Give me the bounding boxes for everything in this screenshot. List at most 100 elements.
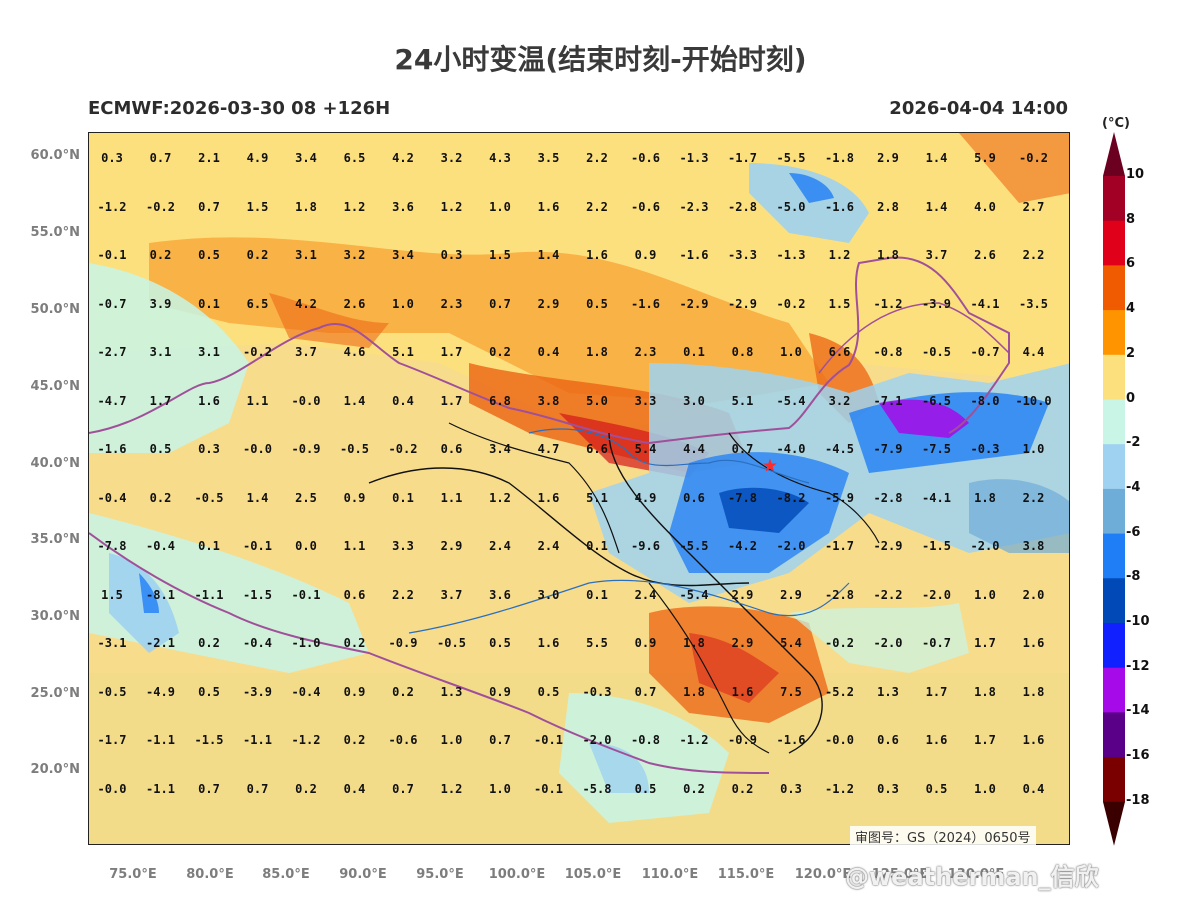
grid-value: 1.5	[101, 587, 123, 602]
grid-value: 3.4	[392, 248, 414, 262]
grid-value: -0.6	[631, 151, 660, 165]
grid-value: 0.2	[343, 733, 366, 747]
lat-label: 30.0°N	[30, 609, 80, 624]
grid-value: -2.0	[582, 733, 612, 747]
lat-label: 60.0°N	[30, 148, 80, 163]
grid-value: 0.6	[343, 587, 366, 602]
grid-value: 0.2	[295, 781, 317, 796]
grid-value: -1.0	[291, 636, 321, 650]
grid-value: -8.0	[970, 393, 1000, 408]
grid-value: 4.4	[683, 442, 705, 456]
grid-value: 4.6	[343, 345, 366, 359]
grid-value: 1.4	[925, 199, 948, 214]
grid-value: 1.6	[925, 733, 948, 747]
colorbar-label: 10	[1126, 167, 1145, 182]
colorbar-segment	[1103, 354, 1125, 400]
grid-value: 1.2	[343, 199, 366, 214]
grid-value: -4.7	[97, 393, 127, 408]
grid-value: -1.6	[679, 248, 709, 262]
grid-value: 0.5	[489, 636, 511, 650]
grid-value: -5.8	[582, 781, 612, 796]
grid-value: 1.2	[440, 781, 463, 796]
colorbar-label: -4	[1126, 479, 1141, 495]
grid-value: 0.1	[683, 345, 705, 359]
grid-value: -1.2	[291, 733, 321, 747]
lat-label: 55.0°N	[30, 225, 80, 240]
grid-value: 2.9	[877, 151, 899, 165]
grid-value: -1.3	[776, 248, 806, 262]
colorbar-segment	[1103, 310, 1125, 356]
colorbar-segment	[1103, 220, 1125, 266]
colorbar-top-arrow	[1103, 132, 1125, 176]
colorbar-label: 2	[1126, 345, 1136, 361]
grid-value: 0.2	[731, 781, 754, 796]
lon-label: 105.0°E	[564, 867, 622, 882]
grid-value: 1.6	[1022, 733, 1045, 747]
grid-value: 0.4	[1022, 781, 1045, 796]
colorbar-bottom-arrow	[1103, 801, 1125, 846]
colorbar-segment	[1103, 265, 1125, 311]
grid-value: -0.9	[291, 442, 321, 456]
lon-label: 90.0°E	[339, 867, 387, 882]
grid-value: -2.1	[146, 636, 175, 650]
grid-value: 3.9	[149, 296, 172, 311]
grid-value: 3.0	[537, 587, 560, 602]
grid-value: -0.1	[243, 539, 272, 553]
lon-label: 110.0°E	[641, 867, 699, 882]
grid-value: 0.9	[489, 684, 511, 699]
grid-value: -4.0	[776, 442, 806, 456]
grid-value: 1.6	[1022, 636, 1045, 650]
grid-value: 3.2	[828, 393, 851, 408]
grid-value: 1.6	[586, 248, 608, 262]
grid-value: 1.5	[489, 248, 511, 262]
grid-value: -3.3	[728, 248, 757, 262]
grid-value: 2.2	[586, 199, 608, 214]
lat-label: 40.0°N	[30, 456, 80, 471]
grid-value: 1.3	[877, 684, 899, 699]
grid-value: 5.4	[780, 636, 802, 650]
grid-value: 2.3	[440, 296, 463, 311]
grid-value: 0.3	[877, 781, 899, 796]
grid-value: 0.9	[634, 636, 657, 650]
grid-value: -1.6	[97, 442, 127, 456]
grid-value: 1.2	[489, 490, 511, 505]
grid-value: -1.1	[146, 733, 175, 747]
grid-value: 5.1	[586, 490, 608, 505]
grid-value: 0.2	[149, 490, 172, 505]
grid-value: 2.7	[1022, 199, 1045, 214]
grid-value: 1.2	[828, 248, 851, 262]
grid-values-layer: 0.3 0.7 2.1 4.9 3.4 6.5 4.2 3.2 4.3 3.5 2.2 -0.6 -1.…	[89, 133, 1069, 844]
grid-value: -0.1	[534, 733, 563, 747]
grid-value: -7.8	[728, 490, 757, 505]
grid-value: 1.3	[440, 684, 463, 699]
grid-value: 3.6	[489, 587, 511, 602]
grid-value: 0.9	[343, 684, 366, 699]
grid-value: 3.1	[198, 345, 220, 359]
grid-value: 0.3	[101, 151, 123, 165]
grid-value: 2.2	[586, 151, 608, 165]
grid-value: -0.2	[243, 345, 272, 359]
map-approval-stamp: 审图号：GS（2024）0650号	[850, 826, 1036, 847]
colorbar-label: 6	[1126, 256, 1136, 272]
colorbar-label: -12	[1126, 658, 1150, 674]
grid-value: 0.7	[198, 199, 220, 214]
grid-value: 3.8	[537, 393, 560, 408]
beijing-marker-icon: ★	[761, 455, 779, 477]
grid-value: 5.1	[392, 345, 414, 359]
grid-value: 0.7	[634, 684, 657, 699]
colorbar-label: 8	[1126, 211, 1136, 227]
grid-value: 0.2	[149, 248, 172, 262]
grid-value: 2.9	[440, 539, 463, 553]
grid-value: 1.8	[295, 199, 317, 214]
grid-value: -1.7	[97, 733, 127, 747]
grid-value: 2.2	[392, 587, 414, 602]
grid-value: 0.2	[489, 345, 511, 359]
grid-value: 5.0	[586, 393, 608, 408]
grid-value: 6.6	[586, 442, 608, 456]
grid-value: -0.9	[728, 733, 757, 747]
grid-value: -2.3	[679, 199, 709, 214]
model-run-label: ECMWF:2026-03-30 08 +126H	[88, 98, 391, 119]
grid-value: -0.2	[825, 636, 854, 650]
valid-time-label: 2026-04-04 14:00	[889, 98, 1068, 119]
grid-value: -2.9	[679, 296, 709, 311]
